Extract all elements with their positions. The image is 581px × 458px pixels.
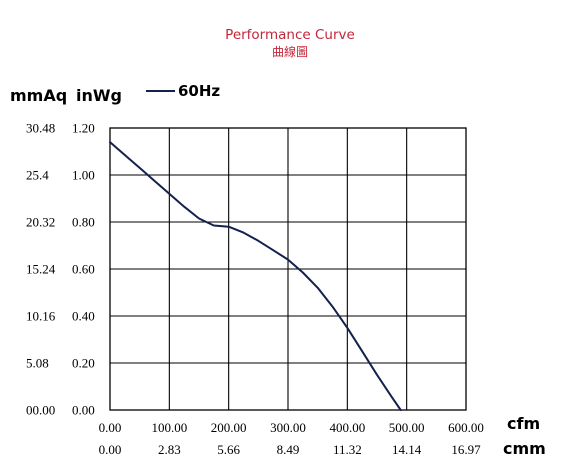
- legend-label-60hz: 60Hz: [178, 82, 220, 100]
- x-tick-label: 600.00: [448, 420, 484, 435]
- x-unit-secondary: cmm: [503, 439, 546, 458]
- x-tick-label: 500.00: [389, 420, 425, 435]
- series-line-60hz: [109, 141, 402, 411]
- y-unit-primary: mmAq: [10, 86, 67, 105]
- x-tick-label-secondary: 16.97: [451, 442, 481, 457]
- chart-title: Performance Curve: [225, 27, 355, 43]
- x-tick-label: 0.00: [99, 420, 122, 435]
- x-tick-label-secondary: 14.14: [392, 442, 422, 457]
- y-tick-label-secondary: 25.4: [26, 168, 49, 183]
- y-tick-label: 0.00: [72, 403, 95, 418]
- chart-subtitle: 曲線圖: [272, 44, 308, 59]
- x-tick-label-secondary: 5.66: [217, 442, 240, 457]
- x-tick-label: 100.00: [151, 420, 187, 435]
- x-tick-label: 400.00: [329, 420, 365, 435]
- x-tick-label: 200.00: [211, 420, 247, 435]
- plot-frame: [109, 127, 467, 411]
- x-tick-label-secondary: 8.49: [277, 442, 300, 457]
- y-unit-secondary: inWg: [76, 86, 122, 105]
- x-tick-label-secondary: 11.32: [333, 442, 362, 457]
- y-tick-label: 0.20: [72, 356, 95, 371]
- x-axis-ticks: 0.00 0.00 100.00 2.83 200.00 5.66 300.00 8.49 40…: [99, 420, 484, 457]
- x-tick-label-secondary: 2.83: [158, 442, 181, 457]
- x-tick-label-secondary: 0.00: [99, 442, 122, 457]
- y-tick-label-secondary: 15.24: [26, 262, 56, 277]
- y-tick-label-secondary: 00.00: [26, 403, 55, 418]
- y-tick-label-secondary: 5.08: [26, 356, 49, 371]
- grid-lines: [110, 128, 466, 410]
- y-tick-label: 0.80: [72, 215, 95, 230]
- y-tick-label-secondary: 20.32: [26, 215, 55, 230]
- y-tick-label-secondary: 30.48: [26, 121, 55, 136]
- x-unit-primary: cfm: [507, 414, 540, 433]
- x-tick-label: 300.00: [270, 420, 306, 435]
- y-tick-label: 1.20: [72, 121, 95, 136]
- y-axis-ticks: 00.00 0.00 5.08 0.20 10.16 0.40 15.24 0.60 20.32…: [26, 121, 95, 418]
- y-tick-label: 0.60: [72, 262, 95, 277]
- y-tick-label-secondary: 10.16: [26, 309, 56, 324]
- y-tick-label: 0.40: [72, 309, 95, 324]
- y-tick-label: 1.00: [72, 168, 95, 183]
